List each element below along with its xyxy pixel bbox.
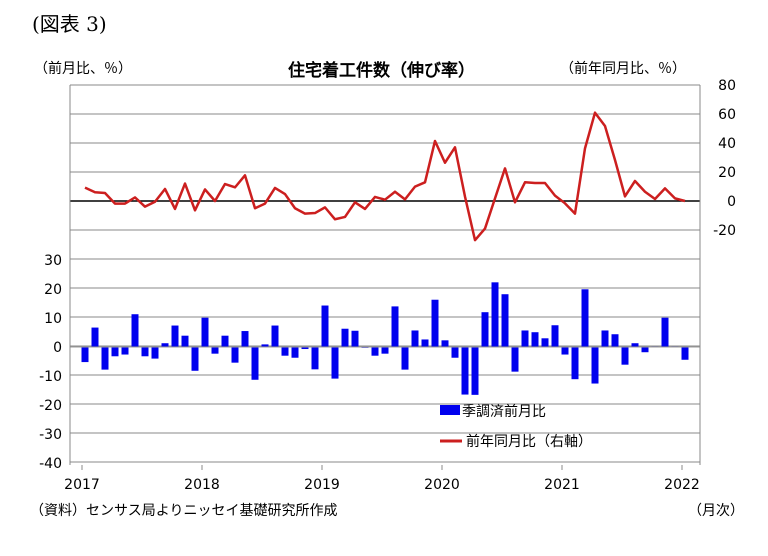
mom-bar xyxy=(121,347,129,355)
legend-line-label: 前年同月比（右軸） xyxy=(466,433,592,450)
left-tick-label: 0 xyxy=(53,340,62,356)
mom-bar xyxy=(541,338,549,347)
mom-bar xyxy=(481,312,489,347)
mom-bar xyxy=(461,347,469,395)
mom-bar xyxy=(471,347,479,395)
mom-bar xyxy=(291,347,299,358)
x-tick-label: 2020 xyxy=(424,477,460,493)
mom-bar xyxy=(161,343,169,347)
mom-bar xyxy=(391,306,399,347)
mom-bar xyxy=(371,347,379,356)
right-tick-label: -20 xyxy=(713,223,736,239)
mom-bar xyxy=(251,347,259,380)
mom-bar xyxy=(581,289,589,347)
x-tick-label: 2018 xyxy=(184,477,220,493)
mom-bar xyxy=(601,330,609,347)
mom-bar xyxy=(551,325,559,347)
x-unit-label: （月次） xyxy=(688,503,744,519)
mom-bar xyxy=(571,347,579,380)
mom-bar xyxy=(641,347,649,353)
right-tick-label: 80 xyxy=(718,78,736,94)
left-tick-label: 30 xyxy=(44,253,62,269)
mom-bar xyxy=(431,299,439,347)
x-tick-label: 2022 xyxy=(664,477,700,493)
mom-bar xyxy=(221,335,229,347)
right-axis-label: （前年同月比、％） xyxy=(560,61,686,77)
mom-bar xyxy=(191,347,199,371)
mom-bar xyxy=(441,340,449,347)
source-note: （資料）センサス局よりニッセイ基礎研究所作成 xyxy=(30,503,338,519)
mom-bar xyxy=(111,347,119,357)
left-axis-label: （前月比、％） xyxy=(34,61,132,77)
mom-bar xyxy=(451,347,459,358)
mom-bar xyxy=(331,347,339,379)
mom-bar xyxy=(631,343,639,347)
mom-bar xyxy=(521,330,529,347)
mom-bar xyxy=(131,314,139,347)
left-tick-label: -30 xyxy=(39,427,62,443)
mom-bar xyxy=(151,347,159,359)
mom-bar xyxy=(511,347,519,372)
mom-bar xyxy=(261,344,269,347)
mom-bar xyxy=(401,347,409,370)
mom-bar xyxy=(411,330,419,347)
left-tick-label: -40 xyxy=(39,456,62,472)
mom-bar xyxy=(531,332,539,347)
left-tick-label: -10 xyxy=(39,369,62,385)
left-tick-label: 10 xyxy=(44,311,62,327)
mom-bar xyxy=(91,327,99,347)
mom-bar xyxy=(81,347,89,363)
mom-bar xyxy=(341,328,349,347)
mom-bar xyxy=(561,347,569,355)
mom-bar xyxy=(101,347,109,370)
right-tick-label: 40 xyxy=(718,136,736,152)
mom-bar xyxy=(491,282,499,347)
mom-bar xyxy=(381,347,389,354)
left-tick-label: -20 xyxy=(39,398,62,414)
mom-bar xyxy=(321,305,329,347)
right-tick-label: 20 xyxy=(718,165,736,181)
yoy-line xyxy=(84,111,686,242)
mom-bar xyxy=(351,330,359,347)
mom-bar xyxy=(311,347,319,370)
mom-bar xyxy=(211,347,219,354)
x-tick-label: 2017 xyxy=(64,477,100,493)
mom-bar xyxy=(231,347,239,363)
mom-bar xyxy=(171,325,179,347)
mom-bar xyxy=(501,294,509,347)
mom-bar xyxy=(271,325,279,347)
mom-bar xyxy=(141,347,149,357)
right-tick-label: 60 xyxy=(718,107,736,123)
mom-bar xyxy=(681,347,689,360)
mom-bar xyxy=(611,334,619,347)
mom-bar xyxy=(591,347,599,384)
left-tick-label: 20 xyxy=(44,282,62,298)
figure-label: (図表 3) xyxy=(32,12,107,36)
right-tick-label: 0 xyxy=(727,194,736,210)
mom-bar xyxy=(281,347,289,356)
mom-bar xyxy=(241,331,249,347)
mom-bar xyxy=(621,347,629,365)
mom-bar xyxy=(661,317,669,347)
mom-bar xyxy=(421,339,429,347)
mom-bar xyxy=(301,347,309,350)
chart-title: 住宅着工件数（伸び率） xyxy=(288,61,475,81)
mom-bar xyxy=(201,317,209,347)
legend-bar-swatch xyxy=(440,405,460,415)
mom-bar xyxy=(181,335,189,347)
x-tick-label: 2021 xyxy=(544,477,580,493)
legend-bar-label: 季調済前月比 xyxy=(462,403,546,420)
legend: 季調済前月比 前年同月比（右軸） xyxy=(440,403,592,450)
x-tick-label: 2019 xyxy=(304,477,340,493)
